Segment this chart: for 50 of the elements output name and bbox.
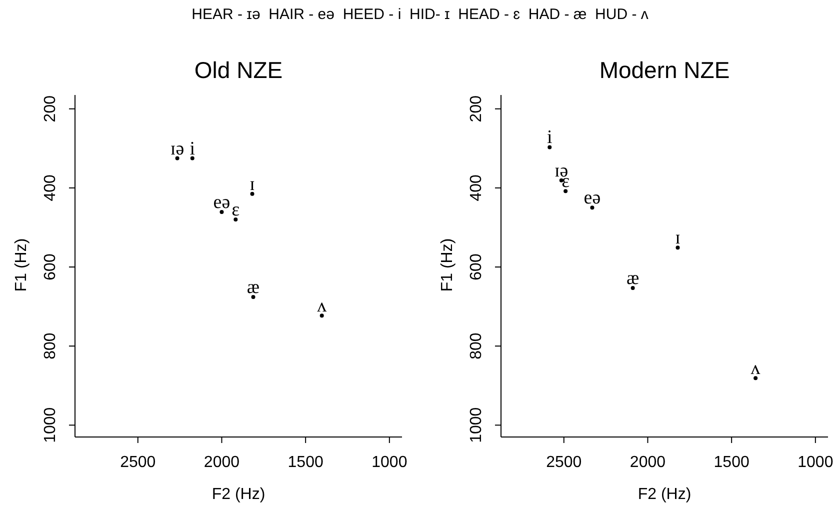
data-label: i [546, 127, 552, 148]
point [676, 246, 680, 250]
data-label: ɪ [675, 228, 680, 249]
data-label: æ [246, 277, 260, 298]
y-tick-label: 200 [42, 95, 59, 122]
point [320, 314, 324, 318]
data-label: ɪ [250, 174, 255, 195]
data-label: æ [626, 268, 640, 289]
point [564, 189, 568, 194]
x-axis-title: F2 (Hz) [212, 486, 266, 503]
x-tick-label: 1500 [288, 454, 324, 471]
point [630, 286, 635, 290]
point [548, 145, 552, 150]
x-tick-label: 2000 [630, 454, 666, 471]
x-tick-label: 1000 [372, 454, 408, 471]
point [190, 156, 194, 160]
data-label: ɪə [170, 138, 184, 160]
y-axis-title: F1 (Hz) [13, 238, 30, 292]
point [251, 295, 256, 300]
y-tick-label: 800 [468, 332, 485, 360]
data-label: i [190, 138, 196, 160]
data-label: eə [213, 192, 230, 214]
point [220, 210, 224, 214]
point [234, 218, 238, 222]
y-tick-label: 600 [42, 254, 59, 280]
y-tick-label: 400 [42, 174, 59, 202]
x-tick-label: 2500 [546, 454, 582, 471]
data-label: ʌ [750, 358, 761, 380]
x-tick-label: 2500 [120, 454, 156, 471]
chart-title: Modern NZE [599, 57, 730, 83]
y-tick-label: 200 [468, 95, 485, 122]
y-axis-title: F1 (Hz) [439, 238, 456, 292]
x-tick-label: 2000 [204, 454, 240, 471]
text: HEAR - ɪə HAIR - eə HEED - i HID- ɪ HEAD - ɛ HAD - æ HUD - ʌ [190, 6, 650, 23]
y-tick-label: 600 [468, 254, 485, 280]
x-tick-label: 1500 [714, 454, 750, 471]
y-tick-label: 1000 [42, 407, 59, 443]
point [250, 192, 254, 196]
x-tick-label: 1000 [798, 454, 834, 471]
data-label: ʌ [317, 296, 328, 317]
data-label: eə [584, 188, 601, 209]
y-tick-label: 400 [468, 174, 485, 202]
chart-title: Old NZE [194, 57, 283, 83]
y-tick-label: 1000 [468, 407, 485, 443]
x-axis-title: F2 (Hz) [638, 486, 692, 503]
data-label: ɛ [232, 200, 240, 221]
y-tick-label: 800 [42, 332, 59, 360]
point [175, 156, 180, 160]
point [754, 376, 758, 380]
point [590, 206, 594, 210]
